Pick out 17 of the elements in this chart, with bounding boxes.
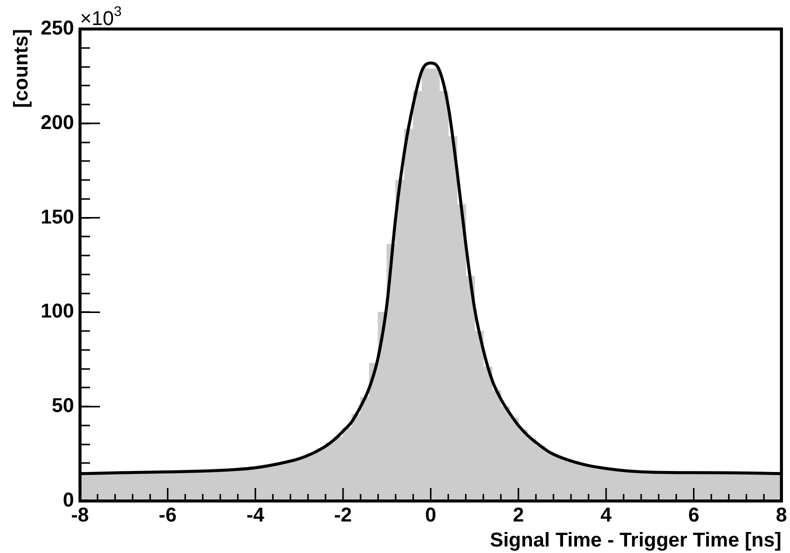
y-tick-label: 200 (40, 112, 74, 134)
y-tick-label: 150 (40, 206, 74, 228)
x-tick-label: 0 (425, 504, 436, 527)
y-tick-label: 50 (52, 395, 74, 418)
y-tick-label: 0 (62, 490, 74, 512)
x-tick-label: -6 (158, 504, 177, 527)
x-axis-title: Signal Time - Trigger Time [ns] (490, 530, 782, 552)
y-tick-label: 250 (40, 18, 74, 40)
x-tick-label: 6 (688, 504, 700, 527)
y-tick-label: 100 (40, 300, 74, 323)
x-tick-label: -2 (334, 504, 352, 527)
x-tick-label: 8 (776, 504, 787, 527)
y-axis-title: [counts] (10, 29, 33, 108)
x-tick-label: -4 (246, 504, 266, 527)
x-tick-label: 4 (600, 504, 613, 527)
x-tick-label: -8 (71, 504, 89, 527)
x-tick-label: 2 (512, 504, 524, 527)
